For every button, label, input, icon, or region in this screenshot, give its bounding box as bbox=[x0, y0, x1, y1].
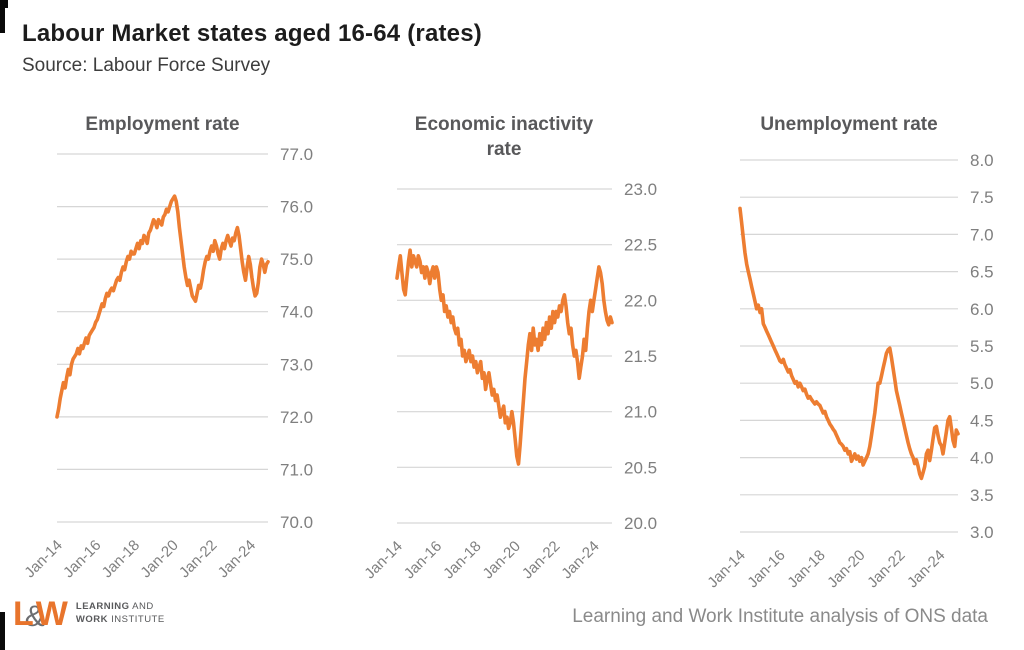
y-tick-label: 22.5 bbox=[624, 236, 657, 255]
economic-inactivity-panel: Economic inactivity rate 23.0 22.5 22.0 21.… bbox=[360, 110, 684, 615]
y-tick-label: 73.0 bbox=[280, 355, 313, 374]
y-tick-label: 3.5 bbox=[970, 486, 994, 505]
employment-rate-line bbox=[55, 194, 270, 419]
x-tick-label: Jan-14 bbox=[361, 538, 405, 582]
y-tick-label: 3.0 bbox=[970, 523, 994, 542]
economic-inactivity-title: Economic inactivity rate bbox=[414, 114, 594, 161]
logo-text-line2: WORK INSTITUTE bbox=[76, 614, 165, 627]
logo-letter-w: W bbox=[35, 595, 68, 633]
x-tick-label: Jan-20 bbox=[137, 537, 181, 581]
x-tick-label: Jan-20 bbox=[824, 547, 868, 591]
y-tick-label: 21.0 bbox=[624, 403, 657, 422]
employment-rate-title: Employment rate bbox=[85, 114, 240, 135]
logo-text-line1: LEARNING AND bbox=[76, 601, 165, 614]
unemployment-rate-panel: Unemployment rate 8.0 7.5 7.0 6.5 6.0 5.5 5.0 4… bbox=[700, 110, 1024, 615]
header: Labour Market states aged 16-64 (rates) … bbox=[22, 20, 482, 77]
page-edge-mark-bottom bbox=[0, 612, 5, 650]
y-tick-label: 6.0 bbox=[970, 300, 994, 319]
x-tick-label: Jan-18 bbox=[440, 538, 484, 582]
unemployment-rate-line bbox=[738, 206, 960, 481]
x-tick-label: Jan-16 bbox=[744, 547, 788, 591]
x-tick-label: Jan-18 bbox=[99, 537, 143, 581]
unemployment-rate-chart: 8.07.57.06.56.05.55.04.54.03.53.0Jan-14J… bbox=[704, 151, 994, 591]
y-tick-label: 72.0 bbox=[280, 408, 313, 427]
x-tick-label: Jan-22 bbox=[519, 538, 563, 582]
y-tick-label: 5.0 bbox=[970, 374, 994, 393]
y-tick-label: 71.0 bbox=[280, 460, 313, 479]
x-tick-label: Jan-24 bbox=[558, 538, 602, 582]
x-tick-label: Jan-24 bbox=[215, 537, 259, 581]
x-tick-label: Jan-14 bbox=[704, 547, 748, 591]
source-subtitle: Source: Labour Force Survey bbox=[22, 55, 271, 76]
y-tick-label: 74.0 bbox=[280, 303, 313, 322]
logo-text-learning: LEARNING bbox=[75, 601, 130, 613]
x-tick-label: Jan-16 bbox=[60, 537, 104, 581]
y-tick-label: 5.5 bbox=[970, 337, 994, 356]
logo-letter-l: L bbox=[13, 595, 34, 633]
y-tick-label: 76.0 bbox=[280, 198, 313, 217]
y-tick-label: 22.0 bbox=[624, 291, 657, 310]
y-tick-label: 6.5 bbox=[970, 263, 994, 282]
y-tick-label: 23.0 bbox=[624, 180, 657, 199]
y-tick-label: 70.0 bbox=[280, 513, 313, 532]
y-tick-label: 77.0 bbox=[280, 145, 313, 164]
x-tick-label: Jan-20 bbox=[480, 538, 524, 582]
y-tick-label: 4.5 bbox=[970, 411, 994, 430]
x-tick-label: Jan-22 bbox=[864, 547, 908, 591]
x-tick-label: Jan-22 bbox=[176, 537, 220, 581]
logo-text-and: AND bbox=[132, 601, 154, 613]
y-tick-label: 4.0 bbox=[970, 449, 994, 468]
economic-inactivity-rate-line bbox=[395, 248, 614, 466]
lw-logo-mark: L & W bbox=[13, 595, 68, 633]
unemployment-rate-title: Unemployment rate bbox=[760, 114, 938, 135]
page-title: Labour Market states aged 16-64 (rates) bbox=[22, 20, 482, 47]
y-tick-label: 7.5 bbox=[970, 188, 994, 207]
employment-rate-panel: Employment rate 77.0 76.0 75.0 74.0 73.0 72.0… bbox=[20, 110, 344, 615]
y-tick-label: 7.0 bbox=[970, 225, 994, 244]
x-tick-label: Jan-24 bbox=[904, 547, 948, 591]
y-tick-label: 20.5 bbox=[624, 458, 657, 477]
y-tick-label: 20.0 bbox=[624, 514, 657, 533]
lw-logo: L & W LEARNING AND WORK INSTITUTE bbox=[13, 595, 165, 633]
x-tick-label: Jan-14 bbox=[21, 537, 65, 581]
y-tick-label: 21.5 bbox=[624, 347, 657, 366]
economic-inactivity-chart: 23.0 22.5 22.0 21.5 21.0 20.5 20.0 Jan-14Jan-16… bbox=[361, 180, 657, 582]
page-edge-mark-top-bar bbox=[0, 0, 5, 33]
logo-ampersand-icon: & bbox=[24, 600, 45, 633]
y-tick-label: 8.0 bbox=[970, 151, 994, 170]
logo-text-institute: INSTITUTE bbox=[111, 614, 165, 625]
lw-logo-text: LEARNING AND WORK INSTITUTE bbox=[76, 601, 165, 627]
logo-text-work: WORK bbox=[75, 614, 108, 625]
x-tick-label: Jan-16 bbox=[401, 538, 445, 582]
x-tick-label: Jan-18 bbox=[784, 547, 828, 591]
employment-rate-chart: 77.076.075.074.073.072.071.070.0Jan-14Ja… bbox=[21, 145, 313, 581]
analysis-caption: Learning and Work Institute analysis of … bbox=[572, 606, 988, 627]
y-tick-label: 75.0 bbox=[280, 250, 313, 269]
